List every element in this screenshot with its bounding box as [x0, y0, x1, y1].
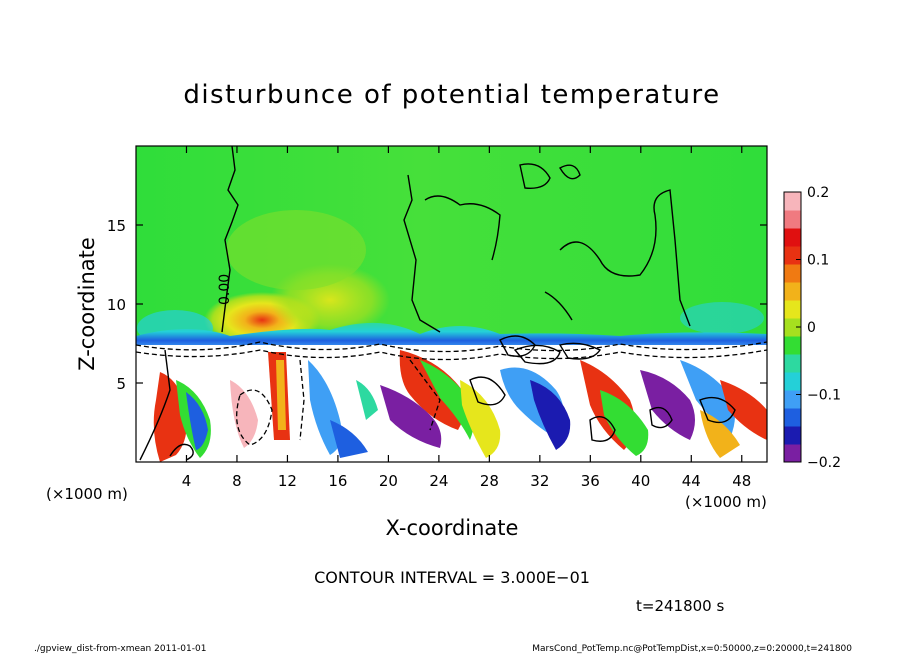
contour-label: 0.00	[217, 274, 233, 305]
colorbar-tick-label-2: 0	[807, 320, 816, 336]
y-tick-label-2: 15	[107, 217, 126, 235]
colorbar: 0.2 0.1 0 −0.1 −0.2	[783, 185, 841, 471]
chart-title: disturbunce of potential temperature	[183, 80, 720, 110]
plot-area: 0.00	[136, 146, 767, 462]
y-tick-label-0: 5	[116, 375, 126, 393]
y-tick-label-1: 10	[107, 296, 126, 314]
lower-anomalies	[153, 350, 767, 462]
colorbar-swatch-10	[784, 264, 801, 283]
footer-left: ./gpview_dist-from-xmean 2011-01-01	[34, 644, 206, 654]
colorbar-swatch-14	[784, 192, 801, 211]
cool-anomaly-right	[680, 302, 764, 334]
contour-lines	[139, 146, 736, 461]
colorbar-tick-label-0: 0.2	[807, 185, 829, 201]
x-tick-label-7: 32	[530, 472, 549, 490]
x-tick-label-9: 40	[631, 472, 650, 490]
colorbar-swatch-4	[784, 372, 801, 391]
x-tick-label-11: 48	[732, 472, 751, 490]
inversion-band	[136, 322, 767, 348]
colorbar-tick-label-4: −0.2	[807, 455, 841, 471]
x-unit-right: (×1000 m)	[685, 493, 767, 511]
x-tick-label-10: 44	[682, 472, 701, 490]
colorbar-swatch-1	[784, 426, 801, 445]
warm-anomaly-3	[226, 210, 366, 290]
colorbar-swatch-6	[784, 336, 801, 355]
colorbar-swatch-13	[784, 210, 801, 229]
x-tick-label-1: 8	[232, 472, 242, 490]
x-tick-label-6: 28	[480, 472, 499, 490]
x-tick-label-8: 36	[581, 472, 600, 490]
x-tick-label-2: 12	[278, 472, 297, 490]
x-axis-label: X-coordinate	[386, 516, 519, 540]
y-axis-label: Z-coordinate	[75, 237, 99, 371]
colorbar-swatch-11	[784, 246, 801, 265]
contour-interval: CONTOUR INTERVAL = 3.000E−01	[314, 568, 590, 587]
colorbar-swatch-3	[784, 390, 801, 409]
x-tick-label-3: 16	[328, 472, 347, 490]
x-tick-label-0: 4	[182, 472, 192, 490]
colorbar-swatch-8	[784, 300, 801, 319]
colorbar-tick-label-3: −0.1	[807, 388, 841, 404]
colorbar-swatch-12	[784, 228, 801, 247]
time-label: t=241800 s	[636, 597, 724, 615]
colorbar-swatch-5	[784, 354, 801, 373]
colorbar-swatch-7	[784, 318, 801, 337]
contour-lines-dashed	[136, 341, 767, 446]
x-unit-left: (×1000 m)	[46, 485, 128, 503]
x-tick-label-5: 24	[429, 472, 448, 490]
x-tick-label-4: 20	[379, 472, 398, 490]
footer-right: MarsCond_PotTemp.nc@PotTempDist,x=0:5000…	[532, 644, 852, 654]
colorbar-swatch-9	[784, 282, 801, 301]
x-axis-ticks: 4 8 12 16 20 24 28 32 36 40 44 48	[182, 146, 751, 490]
colorbar-tick-label-1: 0.1	[807, 253, 829, 269]
colorbar-swatch-2	[784, 408, 801, 427]
colorbar-swatch-0	[784, 444, 801, 463]
y-axis-ticks: 5 10 15	[107, 217, 767, 393]
